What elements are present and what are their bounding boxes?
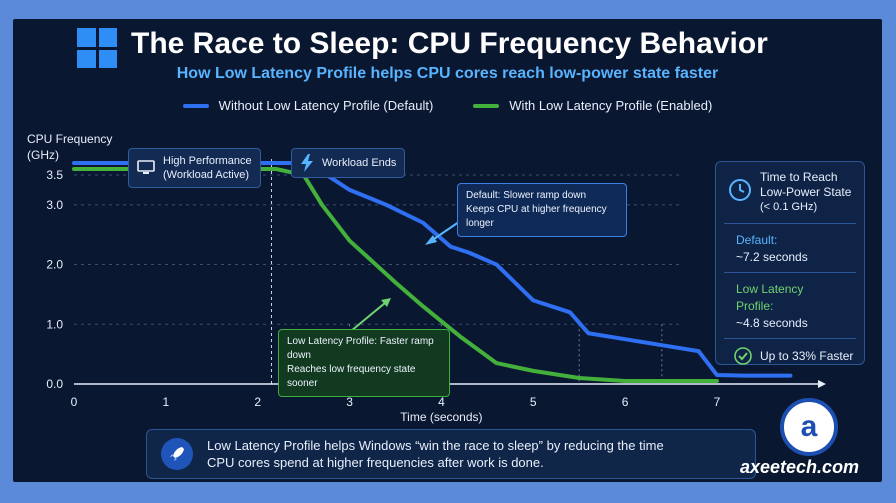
page-subtitle: How Low Latency Profile helps CPU cores … bbox=[176, 65, 719, 82]
panel-lowlat-value: ~4.8 seconds bbox=[736, 316, 808, 330]
panel-footer-text: Up to 33% Faster bbox=[760, 349, 854, 363]
y-axis-label-line1: CPU Frequency bbox=[27, 132, 113, 146]
legend-swatch-green bbox=[473, 103, 500, 108]
y-tick-label-3: 3.0 bbox=[46, 198, 63, 212]
default-callout-line2: Keeps CPU at higher frequency longer bbox=[466, 204, 607, 229]
x-tick-label-4: 4 bbox=[438, 395, 445, 409]
infographic: The Race to Sleep: CPU Frequency Behavio… bbox=[13, 19, 882, 482]
legend-label-lowlat: With Low Latency Profile (Enabled) bbox=[509, 98, 713, 113]
x-tick-label-2: 2 bbox=[254, 395, 261, 409]
workload-ends-chip: Workload Ends bbox=[291, 148, 406, 178]
series-line-0 bbox=[72, 161, 793, 378]
high-performance-label: High Performance bbox=[163, 155, 252, 167]
panel-lowlat: Low Latency Profile: ~4.8 seconds bbox=[716, 273, 864, 338]
page-title: The Race to Sleep: CPU Frequency Behavio… bbox=[131, 27, 768, 60]
brand-watermark: axeetech.com bbox=[740, 457, 860, 477]
y-axis-label-line2: (GHz) bbox=[27, 148, 59, 162]
x-axis-arrow bbox=[818, 380, 826, 388]
lowlat-callout-line2: Reaches low frequency state sooner bbox=[287, 364, 416, 389]
time-to-reach-panel: Time to Reach Low-Power State (< 0.1 GHz… bbox=[715, 161, 865, 365]
chart-legend: Without Low Latency Profile (Default) Wi… bbox=[13, 98, 882, 113]
panel-heading-line2: Low-Power State bbox=[760, 185, 852, 199]
y-tick-label-0: 0.0 bbox=[46, 377, 63, 391]
legend-swatch-blue bbox=[182, 103, 209, 108]
panel-default: Default: ~7.2 seconds bbox=[716, 224, 864, 272]
x-tick-label-3: 3 bbox=[346, 395, 353, 409]
panel-default-label: Default: bbox=[736, 233, 778, 247]
panel-lowlat-label-line2: Profile: bbox=[736, 299, 774, 313]
default-callout: Default: Slower ramp down Keeps CPU at h… bbox=[457, 183, 627, 237]
x-tick-label-6: 6 bbox=[622, 395, 629, 409]
x-tick-label-7: 7 bbox=[714, 395, 721, 409]
y-tick-label-4: 3.5 bbox=[46, 168, 63, 182]
y-axis-label: CPU Frequency (GHz) bbox=[27, 131, 117, 163]
bottom-note-line1: Low Latency Profile helps Windows “win t… bbox=[207, 438, 664, 453]
panel-default-value: ~7.2 seconds bbox=[736, 250, 808, 264]
brand-logo-icon: a bbox=[780, 398, 838, 456]
legend-item-default: Without Low Latency Profile (Default) bbox=[182, 98, 434, 113]
high-performance-chip: High Performance (Workload Active) bbox=[128, 148, 261, 188]
default-callout-line1: Default: Slower ramp down bbox=[466, 190, 587, 201]
bottom-note-line2: CPU cores spend at higher frequencies af… bbox=[207, 455, 544, 470]
lowlat-callout-arrow bbox=[350, 302, 386, 332]
panel-heading-line3: (< 0.1 GHz) bbox=[760, 201, 818, 213]
lowlat-callout-arrowhead bbox=[381, 298, 391, 307]
panel-heading: Time to Reach Low-Power State (< 0.1 GHz… bbox=[716, 162, 864, 215]
x-tick-label-1: 1 bbox=[163, 395, 170, 409]
legend-item-lowlat: With Low Latency Profile (Enabled) bbox=[473, 98, 712, 113]
check-circle-icon bbox=[734, 347, 752, 365]
brand-logo-mark: a bbox=[800, 410, 818, 443]
rocket-icon bbox=[161, 438, 193, 470]
lightning-icon bbox=[301, 154, 313, 172]
bottom-note: Low Latency Profile helps Windows “win t… bbox=[146, 429, 756, 479]
panel-heading-line1: Time to Reach bbox=[760, 170, 838, 184]
frequency-chart: 0.0 1.0 2.0 3.0 3.5 0 1 2 3 4 5 6 7 Time (seconds) bbox=[46, 159, 826, 424]
y-tick-label-2: 2.0 bbox=[46, 258, 63, 272]
legend-label-default: Without Low Latency Profile (Default) bbox=[218, 98, 434, 113]
workload-ends-label: Workload Ends bbox=[322, 157, 397, 169]
panel-lowlat-label-line1: Low Latency bbox=[736, 282, 804, 296]
clock-icon bbox=[729, 179, 751, 201]
panel-footer: Up to 33% Faster bbox=[716, 339, 864, 365]
y-tick-label-1: 1.0 bbox=[46, 317, 63, 331]
lowlat-callout: Low Latency Profile: Faster ramp down Re… bbox=[278, 329, 450, 397]
x-tick-label-5: 5 bbox=[530, 395, 537, 409]
workload-active-label: (Workload Active) bbox=[163, 169, 249, 181]
windows-logo-icon bbox=[77, 28, 117, 68]
lowlat-callout-line1: Low Latency Profile: Faster ramp down bbox=[287, 336, 434, 361]
x-tick-label-0: 0 bbox=[71, 395, 78, 409]
default-callout-arrowhead bbox=[425, 235, 437, 245]
monitor-icon bbox=[137, 160, 155, 174]
x-axis-label: Time (seconds) bbox=[400, 410, 482, 424]
